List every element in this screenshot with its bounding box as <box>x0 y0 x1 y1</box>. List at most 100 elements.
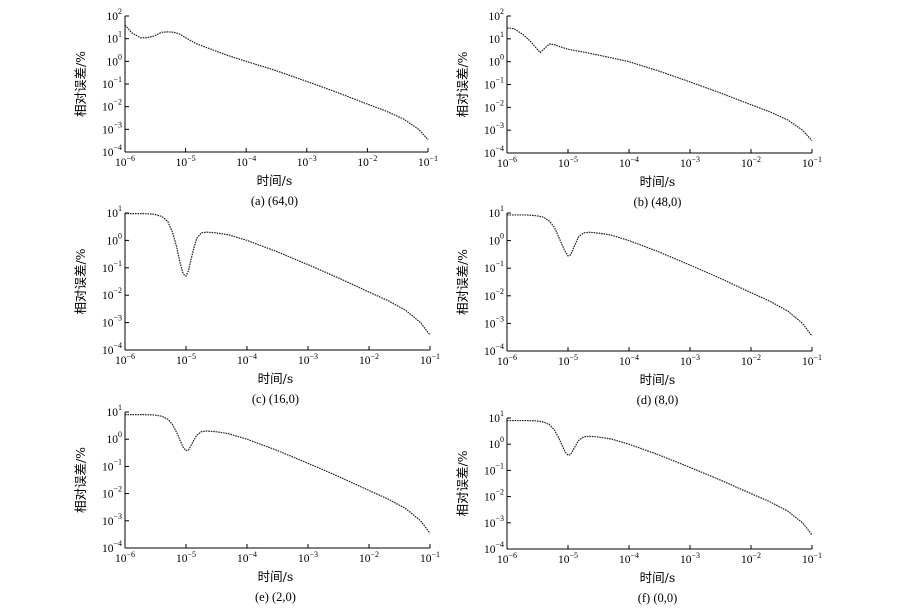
x-tick-label: 10−2 <box>357 154 377 169</box>
x-tick-label: 10−4 <box>619 551 639 566</box>
x-axis-title: 时间/s <box>640 570 676 585</box>
y-axis-title: 相对误差/% <box>73 248 88 314</box>
x-tick-label: 10−6 <box>497 353 517 368</box>
panel-caption: (b) (48,0) <box>634 195 682 209</box>
x-tick-label: 10−4 <box>619 155 639 170</box>
y-tick-label: 10−4 <box>102 143 122 159</box>
y-tick-label: 100 <box>489 435 505 451</box>
x-tick-label: 10−1 <box>802 155 822 170</box>
y-axis-title: 相对误差/% <box>73 51 88 117</box>
x-tick-label: 10−6 <box>115 154 135 169</box>
y-axis-title: 相对误差/% <box>455 51 470 117</box>
chart-panel: 10−6 10−5 10−4 10−3 10−2 10−1 102 101 100 10−1 10−… <box>73 7 438 208</box>
x-tick-label: 10−1 <box>802 353 822 368</box>
y-tick-label: 100 <box>107 231 123 247</box>
x-tick-label: 10−3 <box>298 550 318 565</box>
series-line <box>124 24 429 141</box>
x-tick-label: 10−1 <box>802 551 822 566</box>
panel-caption: (a) (64,0) <box>251 194 298 208</box>
x-tick-label: 10−3 <box>298 352 318 367</box>
y-tick-label: 10−2 <box>102 286 122 302</box>
y-tick-label: 10−3 <box>484 514 504 530</box>
y-tick-label: 101 <box>107 30 123 46</box>
y-tick-label: 10−3 <box>102 120 122 136</box>
x-tick-label: 10−5 <box>176 550 196 565</box>
y-tick-label: 100 <box>489 53 505 69</box>
y-tick-label: 101 <box>489 409 505 425</box>
y-tick-label: 10−1 <box>102 457 122 473</box>
x-tick-label: 10−5 <box>176 154 196 169</box>
y-tick-label: 10−1 <box>484 461 504 477</box>
x-tick-label: 10−1 <box>420 352 440 367</box>
series-line <box>125 213 431 336</box>
x-tick-label: 10−2 <box>741 155 761 170</box>
x-tick-label: 10−1 <box>418 154 438 169</box>
series-line <box>507 214 813 337</box>
y-tick-label: 10−2 <box>102 485 122 501</box>
y-axis-title: 相对误差/% <box>455 450 470 516</box>
chart-panel: 10−6 10−5 10−4 10−3 10−2 10−1 101 100 10−1 10−2 10… <box>73 403 440 604</box>
y-tick-label: 10−2 <box>484 287 504 303</box>
panel-caption: (e) (2,0) <box>255 590 296 604</box>
y-tick-label: 10−4 <box>484 342 504 358</box>
x-tick-label: 10−3 <box>680 551 700 566</box>
y-tick-label: 10−1 <box>102 75 122 91</box>
series-line <box>507 419 813 536</box>
x-tick-label: 10−6 <box>497 155 517 170</box>
y-tick-label: 100 <box>489 232 505 248</box>
x-tick-label: 10−6 <box>115 550 135 565</box>
y-tick-label: 10−3 <box>484 121 504 137</box>
x-tick-label: 10−4 <box>619 353 639 368</box>
y-tick-label: 10−3 <box>102 512 122 528</box>
x-tick-label: 10−1 <box>420 550 440 565</box>
x-tick-label: 10−2 <box>741 353 761 368</box>
x-tick-label: 10−4 <box>236 154 256 169</box>
y-tick-label: 102 <box>107 7 123 23</box>
panel-caption: (c) (16,0) <box>252 392 299 406</box>
y-tick-label: 100 <box>107 52 123 68</box>
y-axis-title: 相对误差/% <box>455 249 470 315</box>
y-tick-label: 101 <box>489 30 505 46</box>
x-axis-title: 时间/s <box>640 174 676 189</box>
y-tick-label: 100 <box>107 430 123 446</box>
x-tick-label: 10−2 <box>741 551 761 566</box>
x-tick-label: 10−6 <box>115 352 135 367</box>
y-tick-label: 101 <box>107 204 123 220</box>
y-tick-label: 10−4 <box>484 144 504 160</box>
x-axis-title: 时间/s <box>257 173 293 188</box>
y-axis-title: 相对误差/% <box>73 447 88 513</box>
y-tick-label: 10−2 <box>484 98 504 114</box>
y-tick-label: 10−1 <box>484 259 504 275</box>
x-tick-label: 10−2 <box>359 352 379 367</box>
y-tick-label: 10−3 <box>102 314 122 330</box>
x-axis-title: 时间/s <box>258 569 294 584</box>
x-tick-label: 10−3 <box>680 155 700 170</box>
y-tick-label: 10−1 <box>484 76 504 92</box>
series-line <box>125 414 431 534</box>
x-tick-label: 10−4 <box>237 550 257 565</box>
y-tick-label: 10−2 <box>102 98 122 114</box>
x-tick-label: 10−5 <box>558 551 578 566</box>
y-tick-label: 101 <box>107 403 123 419</box>
chart-panel: 10−6 10−5 10−4 10−3 10−2 10−1 101 100 10−1 10−2 10… <box>455 204 822 407</box>
x-axis-title: 时间/s <box>258 371 294 386</box>
chart-panel: 10−6 10−5 10−4 10−3 10−2 10−1 101 100 10−1 10−2 10… <box>455 409 822 605</box>
y-tick-label: 10−3 <box>484 314 504 330</box>
x-tick-label: 10−2 <box>359 550 379 565</box>
y-tick-label: 101 <box>489 204 505 220</box>
chart-panel: 10−6 10−5 10−4 10−3 10−2 10−1 101 100 10−1 10−2 10… <box>73 204 440 406</box>
x-tick-label: 10−5 <box>558 353 578 368</box>
x-tick-label: 10−3 <box>680 353 700 368</box>
panel-caption: (f) (0,0) <box>638 591 678 605</box>
y-tick-label: 10−1 <box>102 259 122 275</box>
x-axis-title: 时间/s <box>640 372 676 387</box>
y-tick-label: 10−4 <box>102 539 122 555</box>
y-tick-label: 102 <box>489 7 505 23</box>
x-tick-label: 10−6 <box>497 551 517 566</box>
chart-panel: 10−6 10−5 10−4 10−3 10−2 10−1 102 101 100 10−1 10−… <box>455 7 822 209</box>
x-tick-label: 10−5 <box>558 155 578 170</box>
x-tick-label: 10−5 <box>176 352 196 367</box>
y-tick-label: 10−4 <box>102 341 122 357</box>
series-line <box>506 27 813 141</box>
